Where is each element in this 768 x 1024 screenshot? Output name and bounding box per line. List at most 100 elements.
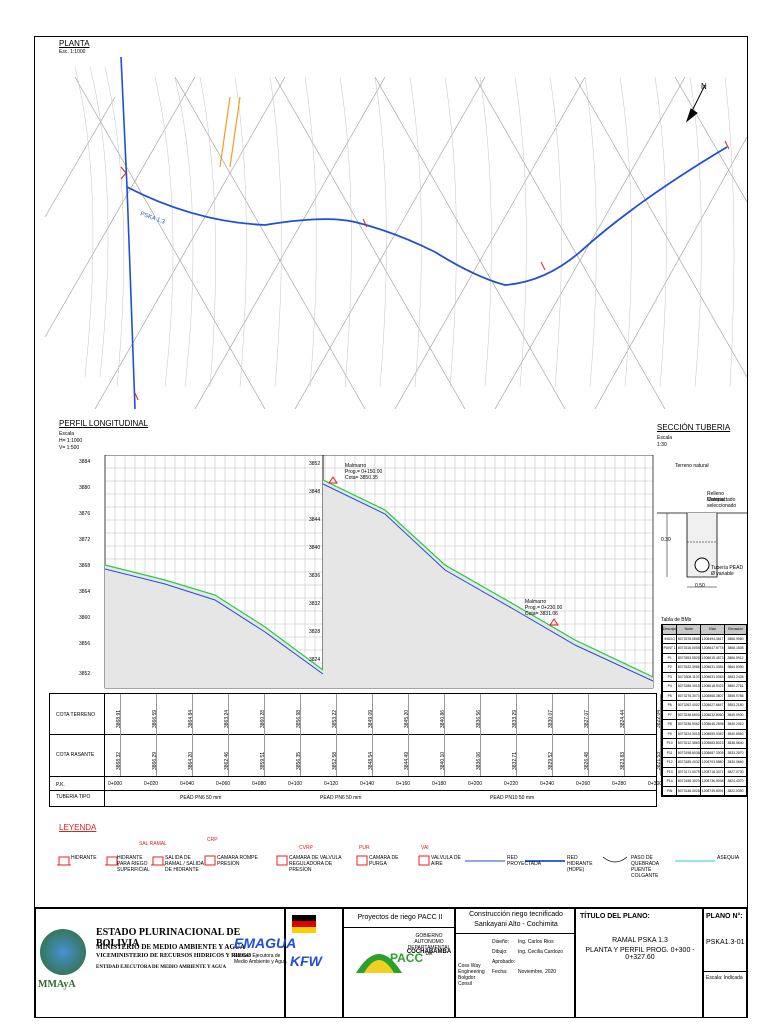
cota-terreno-cell: 3853.22 xyxy=(332,709,338,728)
bms-cell: PUNT 1 xyxy=(662,644,676,653)
proyecto-label: Construcción riego tecnificado xyxy=(469,911,563,918)
bms-cell: 3845.2010 xyxy=(724,720,746,729)
tb-proyectos: Proyectos de riego PACC II PACC GOBIERNO… xyxy=(343,908,456,1018)
cota-rasante-cell: 3832.71 xyxy=(512,751,518,770)
bms-cell: 8073353.9828 xyxy=(676,653,700,662)
pk-cell: 0+060 xyxy=(216,781,231,787)
pk-cell: 0+040 xyxy=(180,781,195,787)
bms-cell: 3868.9080 xyxy=(724,634,746,643)
bms-row: P5 8073276.3073 1208568.3807 3856.9786 xyxy=(662,691,746,701)
perfil-scale-3: V= 1:500 xyxy=(59,445,80,451)
pacc-logo-text: PACC xyxy=(390,951,424,965)
bms-cell: 8073248.6500 xyxy=(676,710,700,719)
planta-contours xyxy=(74,66,735,388)
bms-cell: 8073212.3863 xyxy=(676,739,700,748)
bms-cell: P13 xyxy=(662,767,676,776)
cota-rasante-cell: 3836.06 xyxy=(476,751,482,770)
cota-terreno-cell: 3868.91 xyxy=(116,709,122,728)
ministerio-label: MINISTERIO DE MEDIO AMBIENTE Y AGUA xyxy=(96,943,246,951)
bms-cell: 8073276.3073 xyxy=(676,691,700,700)
cota-rasante-cell: 3862.46 xyxy=(224,751,230,770)
cota-rasante-cell: 3852.58 xyxy=(332,751,338,770)
bms-cell: 1208749.8091 xyxy=(700,786,724,795)
bms-cell: 3824.4370 xyxy=(724,777,746,786)
pk-cell: 0+120 xyxy=(324,781,339,787)
fecha-value: Noviembre, 2020 xyxy=(518,969,557,975)
y-axis-right: 3852 3848 3844 3840 3836 3832 3828 3824 xyxy=(309,461,321,663)
estado-label: ESTADO PLURINACIONAL DE BOLIVIA xyxy=(96,927,241,949)
titulo-1: RAMAL PSKA 1.3 xyxy=(612,937,668,944)
bms-row: P6 8073262.4002 1208627.6647 3853.2180 xyxy=(662,701,746,711)
entidad-label: ENTIDAD EJECUTORA DE MEDIO AMBIENTE Y AG… xyxy=(96,965,227,970)
pk-cell: 0+140 xyxy=(360,781,375,787)
escala-label: Escala: Indicada xyxy=(706,975,743,981)
bms-cell: P2 xyxy=(662,663,676,672)
bms-cell: Descripción xyxy=(662,625,676,634)
bms-cell: 1208703.9880 xyxy=(700,758,724,767)
seccion-scale-1: Escala xyxy=(657,435,673,441)
legend-asequia: ASEQUIA xyxy=(717,855,740,861)
bms-row: P10 8073212.3863 1208683.8023 3836.5640 xyxy=(662,739,746,749)
bms-cell: 1208718.3371 xyxy=(700,767,724,776)
pk-cell: 0+220 xyxy=(504,781,519,787)
consultora-label: Coss Way Engineering Bolgdor Consil xyxy=(458,963,485,987)
cota-terreno-cell: 3833.29 xyxy=(512,709,518,728)
titulo-2: PLANTA Y PERFIL PROG. 0+300 - 0+327.60 xyxy=(585,947,695,961)
titulo-key: TÍTULO DEL PLANO: xyxy=(580,913,650,920)
tb-emagua: EMAGUA Entidad Ejecutora de Medio Ambien… xyxy=(234,908,343,1018)
bms-cell: 3853.2180 xyxy=(724,701,746,710)
cochabamba-label: COCHABAMBA xyxy=(406,949,452,955)
legend-abbr-vai: VAI xyxy=(421,845,429,851)
bms-cell: 8073236.9062 xyxy=(676,720,700,729)
bms-cell: 3868.1808 xyxy=(724,644,746,653)
bms-cell: P11 xyxy=(662,748,676,757)
bms-table: DescripciónNorteEsteElevaciónINICIO 80733… xyxy=(661,624,747,797)
bms-cell: 8073146.0028 xyxy=(676,786,700,795)
pacc-logo-icon xyxy=(356,954,402,973)
cota-rasante-cell: 3868.32 xyxy=(116,751,122,770)
cota-terreno-cell: 3864.84 xyxy=(188,709,194,728)
bms-row: P7 8073248.6500 1208632.8060 3849.0930 xyxy=(662,710,746,720)
pk-cell: 0+240 xyxy=(540,781,555,787)
pk-cell: 0+000 xyxy=(108,781,123,787)
perfil-scale-2: H= 1:1000 xyxy=(59,438,83,444)
bms-row: P13 8073171.0075 1208718.3371 3827.0730 xyxy=(662,767,746,777)
bms-cell: 8073332.3988 xyxy=(676,663,700,672)
pk-cell: 0+020 xyxy=(144,781,159,787)
bms-cell: 3860.2761 xyxy=(724,682,746,691)
bms-cell: 1208568.3807 xyxy=(700,691,724,700)
pk-cell: 0+080 xyxy=(252,781,267,787)
pk-cell: 0+160 xyxy=(396,781,411,787)
bms-cell: P10 xyxy=(662,739,676,748)
drawing-sheet: PLANTA Esc. 1:1000 xyxy=(34,36,748,1018)
vice-label: VICEMINISTERIO DE RECURSOS HIDRICOS Y RI… xyxy=(96,953,252,959)
planta-red-markers xyxy=(120,140,730,401)
bms-cell: 3830.0660 xyxy=(724,758,746,767)
bms-cell: 8073198.6038 xyxy=(676,748,700,757)
bms-header-row: DescripciónNorteEsteElevación xyxy=(662,625,746,635)
rasante-line-right xyxy=(322,483,654,682)
bms-cell: FIN xyxy=(662,786,676,795)
marker-1 xyxy=(328,476,338,484)
bms-cell: 8073308.1103 xyxy=(676,672,700,681)
bms-cell: P5 xyxy=(662,691,676,700)
bms-row: P4 8073288.3018 1208618.9023 3860.2761 xyxy=(662,682,746,692)
proyectos-label: Proyectos de riego PACC II xyxy=(344,909,456,928)
cota-terreno-cell: 3840.86 xyxy=(440,709,446,728)
bms-cell: P7 xyxy=(662,710,676,719)
y-axis-left: 3884 3880 3876 3872 3868 3864 3860 3856 … xyxy=(79,459,91,677)
planta-scale: Esc. 1:1000 xyxy=(59,49,86,55)
bms-title: Tabla de BMs xyxy=(661,617,692,623)
perfil-scale-1: Escala xyxy=(59,431,75,437)
bms-cell: INICIO xyxy=(662,634,676,643)
tb-ministerio: MMAyA ESTADO PLURINACIONAL DE BOLIVIA MI… xyxy=(35,908,285,1018)
perfil-profile-chart xyxy=(104,455,654,689)
ramal-pipe-label: PSKA 1.3 xyxy=(139,211,166,226)
bms-cell: P12 xyxy=(662,758,676,767)
bms-cell: P4 xyxy=(662,682,676,691)
bms-row: P14 8073158.3020 1208736.9098 3824.4370 xyxy=(662,777,746,787)
legend-red-proy: RED PROYECTADA xyxy=(507,855,542,867)
legend-purga: CAMARA DE PURGA xyxy=(369,855,399,867)
bms-cell: 1208683.8023 xyxy=(700,739,724,748)
legend-hidrante: HIDRANTE xyxy=(71,855,97,861)
